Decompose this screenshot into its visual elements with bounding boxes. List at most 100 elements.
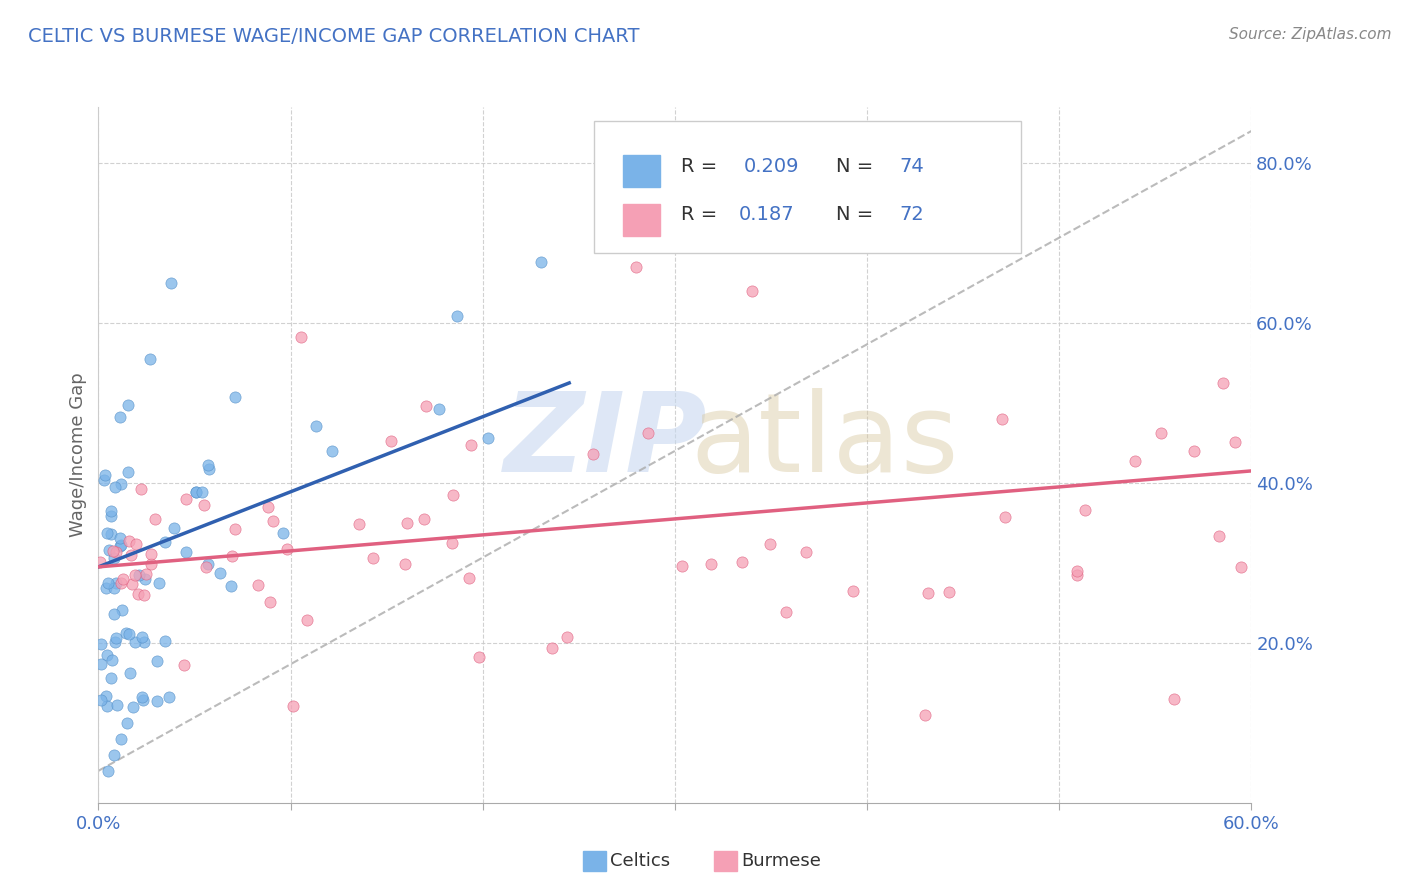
Point bbox=[141, 558, 163, 572]
Point bbox=[129, 482, 152, 496]
Text: ZIP: ZIP bbox=[503, 387, 707, 494]
Point bbox=[990, 412, 1012, 426]
Text: Celtics: Celtics bbox=[610, 852, 671, 870]
Point bbox=[104, 544, 127, 558]
Point bbox=[283, 698, 305, 713]
Point bbox=[100, 653, 122, 667]
Point bbox=[143, 512, 166, 526]
Point bbox=[96, 689, 118, 703]
Point bbox=[90, 693, 112, 707]
Point bbox=[104, 631, 127, 645]
Text: atlas: atlas bbox=[690, 387, 959, 494]
Point bbox=[153, 535, 176, 549]
Point bbox=[110, 538, 132, 552]
Text: CELTIC VS BURMESE WAGE/INCOME GAP CORRELATION CHART: CELTIC VS BURMESE WAGE/INCOME GAP CORREL… bbox=[28, 27, 640, 45]
Point bbox=[96, 581, 118, 595]
Point bbox=[131, 690, 153, 704]
Point bbox=[120, 549, 142, 563]
Point bbox=[917, 586, 939, 600]
Point bbox=[96, 648, 118, 662]
Point bbox=[460, 438, 482, 452]
Point bbox=[96, 525, 118, 540]
Point bbox=[132, 693, 155, 707]
Point bbox=[90, 637, 112, 651]
Point bbox=[467, 650, 489, 665]
Point bbox=[117, 715, 138, 730]
Point bbox=[198, 462, 221, 476]
Point bbox=[219, 579, 242, 593]
Text: Burmese: Burmese bbox=[741, 852, 821, 870]
Point bbox=[224, 390, 246, 404]
Point bbox=[108, 410, 131, 425]
Text: 74: 74 bbox=[900, 157, 925, 176]
Point bbox=[103, 544, 125, 558]
Text: Source: ZipAtlas.com: Source: ZipAtlas.com bbox=[1229, 27, 1392, 42]
Point bbox=[441, 488, 464, 502]
Point bbox=[174, 544, 197, 558]
Point bbox=[105, 698, 128, 713]
Point bbox=[221, 549, 243, 564]
Point bbox=[304, 419, 326, 434]
Point bbox=[96, 698, 118, 713]
Point bbox=[110, 575, 132, 590]
Point bbox=[122, 699, 145, 714]
Point bbox=[111, 603, 134, 617]
Point bbox=[100, 671, 122, 685]
Point bbox=[120, 665, 142, 680]
Point bbox=[117, 466, 139, 480]
Point bbox=[427, 401, 450, 416]
Point bbox=[89, 555, 111, 569]
Point bbox=[555, 630, 578, 644]
Point bbox=[477, 431, 499, 445]
Point bbox=[117, 398, 139, 412]
Point bbox=[1149, 425, 1171, 440]
Point bbox=[994, 510, 1017, 524]
Point bbox=[93, 473, 115, 487]
Point bbox=[446, 309, 468, 323]
Point bbox=[124, 568, 146, 582]
Point bbox=[914, 707, 936, 722]
Point bbox=[1163, 691, 1185, 706]
Point bbox=[97, 542, 120, 557]
Point bbox=[257, 500, 280, 515]
Point bbox=[262, 514, 284, 528]
Point bbox=[104, 480, 127, 494]
Point bbox=[209, 566, 232, 581]
Point bbox=[775, 605, 797, 619]
Text: 0.187: 0.187 bbox=[738, 205, 794, 225]
Point bbox=[127, 587, 149, 601]
Point bbox=[794, 545, 817, 559]
Point bbox=[276, 542, 298, 557]
Point bbox=[190, 484, 212, 499]
Point bbox=[114, 625, 136, 640]
Point bbox=[347, 517, 370, 532]
Point bbox=[1182, 444, 1205, 458]
Point bbox=[321, 444, 343, 458]
Point bbox=[97, 575, 120, 590]
Point bbox=[194, 559, 217, 574]
Point bbox=[741, 284, 763, 298]
Point bbox=[131, 630, 153, 644]
Point bbox=[124, 635, 146, 649]
Point bbox=[124, 536, 146, 550]
Point bbox=[290, 330, 312, 344]
Point bbox=[415, 399, 437, 413]
Bar bbox=[623, 155, 659, 187]
Point bbox=[193, 498, 215, 512]
Point bbox=[148, 575, 170, 590]
Text: N =: N = bbox=[837, 205, 880, 225]
Point bbox=[1230, 559, 1253, 574]
Point bbox=[108, 540, 131, 554]
Point bbox=[134, 572, 156, 586]
Bar bbox=[623, 204, 659, 235]
Text: 0.209: 0.209 bbox=[744, 157, 800, 176]
Point bbox=[103, 607, 125, 621]
Point bbox=[104, 635, 127, 649]
Point bbox=[110, 531, 132, 545]
Point bbox=[97, 764, 120, 778]
Point bbox=[1223, 435, 1246, 450]
Point bbox=[530, 254, 553, 268]
Point bbox=[174, 492, 197, 507]
Point bbox=[259, 595, 281, 609]
Point bbox=[582, 448, 605, 462]
